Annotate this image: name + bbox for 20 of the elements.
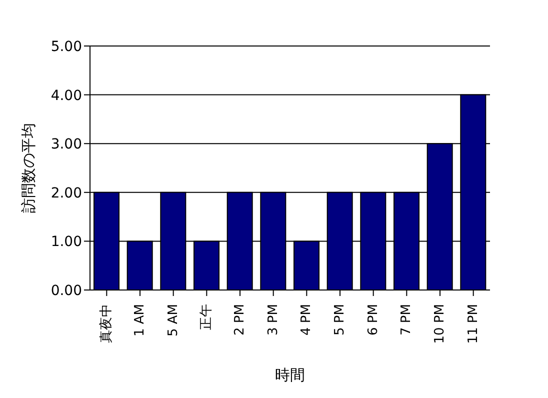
x-tick-label: 5 AM	[166, 304, 181, 337]
y-tick-label: 2.00	[50, 185, 82, 202]
x-tick-label: 正午	[199, 304, 214, 330]
y-tick-label: 5.00	[50, 38, 82, 55]
x-tick-label: 11 PM	[466, 304, 481, 344]
y-axis-title: 訪問数の平均	[19, 123, 38, 213]
x-tick-label: 6 PM	[366, 304, 381, 336]
y-tick-label: 3.00	[50, 136, 82, 153]
y-tick-label: 0.00	[50, 282, 82, 299]
x-tick-label: 真夜中	[98, 304, 114, 343]
x-tick-label: 2 PM	[232, 304, 248, 336]
x-tick-label: 1 AM	[132, 304, 148, 337]
x-tick-label: 4 PM	[299, 304, 314, 336]
y-tick-label: 1.00	[50, 234, 82, 250]
y-tick-label: 4.00	[50, 88, 82, 104]
x-tick-label: 3 PM	[266, 304, 281, 336]
x-axis-title: 時間	[275, 366, 305, 384]
x-tick-label: 7 PM	[399, 304, 414, 336]
x-tick-label: 10 PM	[432, 304, 448, 344]
x-tick-label: 5 PM	[332, 304, 348, 336]
